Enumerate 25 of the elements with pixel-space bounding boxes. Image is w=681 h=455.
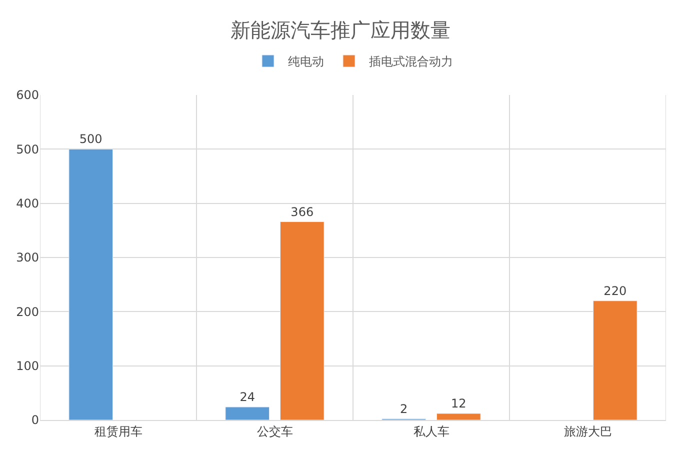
legend-label: 插电式混合动力 [369,54,453,69]
bar [436,413,481,420]
y-tick-label: 100 [16,359,39,374]
bar [68,148,114,420]
y-tick-label: 400 [16,196,39,211]
y-tick-label: 600 [16,88,39,102]
chart-title: 新能源汽车推广应用数量 [230,18,450,42]
data-label: 220 [604,284,627,298]
bar [592,300,638,420]
data-label: 12 [451,396,466,410]
data-label: 366 [290,204,314,219]
x-tick-label: 旅游大巴 [564,424,612,438]
data-label: 24 [240,390,255,404]
bar [280,222,324,420]
x-tick-label: 租赁用车 [94,424,142,438]
y-tick-label: 200 [16,304,39,319]
y-tick-label: 500 [16,142,39,156]
bar [225,406,270,420]
y-tick-label: 300 [16,250,39,265]
data-label: 2 [400,402,408,416]
y-tick-label: 0 [31,413,39,428]
legend-label: 纯电动 [288,54,324,69]
data-label: 500 [79,132,102,146]
x-tick-label: 公交车 [256,424,293,438]
x-tick-label: 私人车 [413,424,450,438]
